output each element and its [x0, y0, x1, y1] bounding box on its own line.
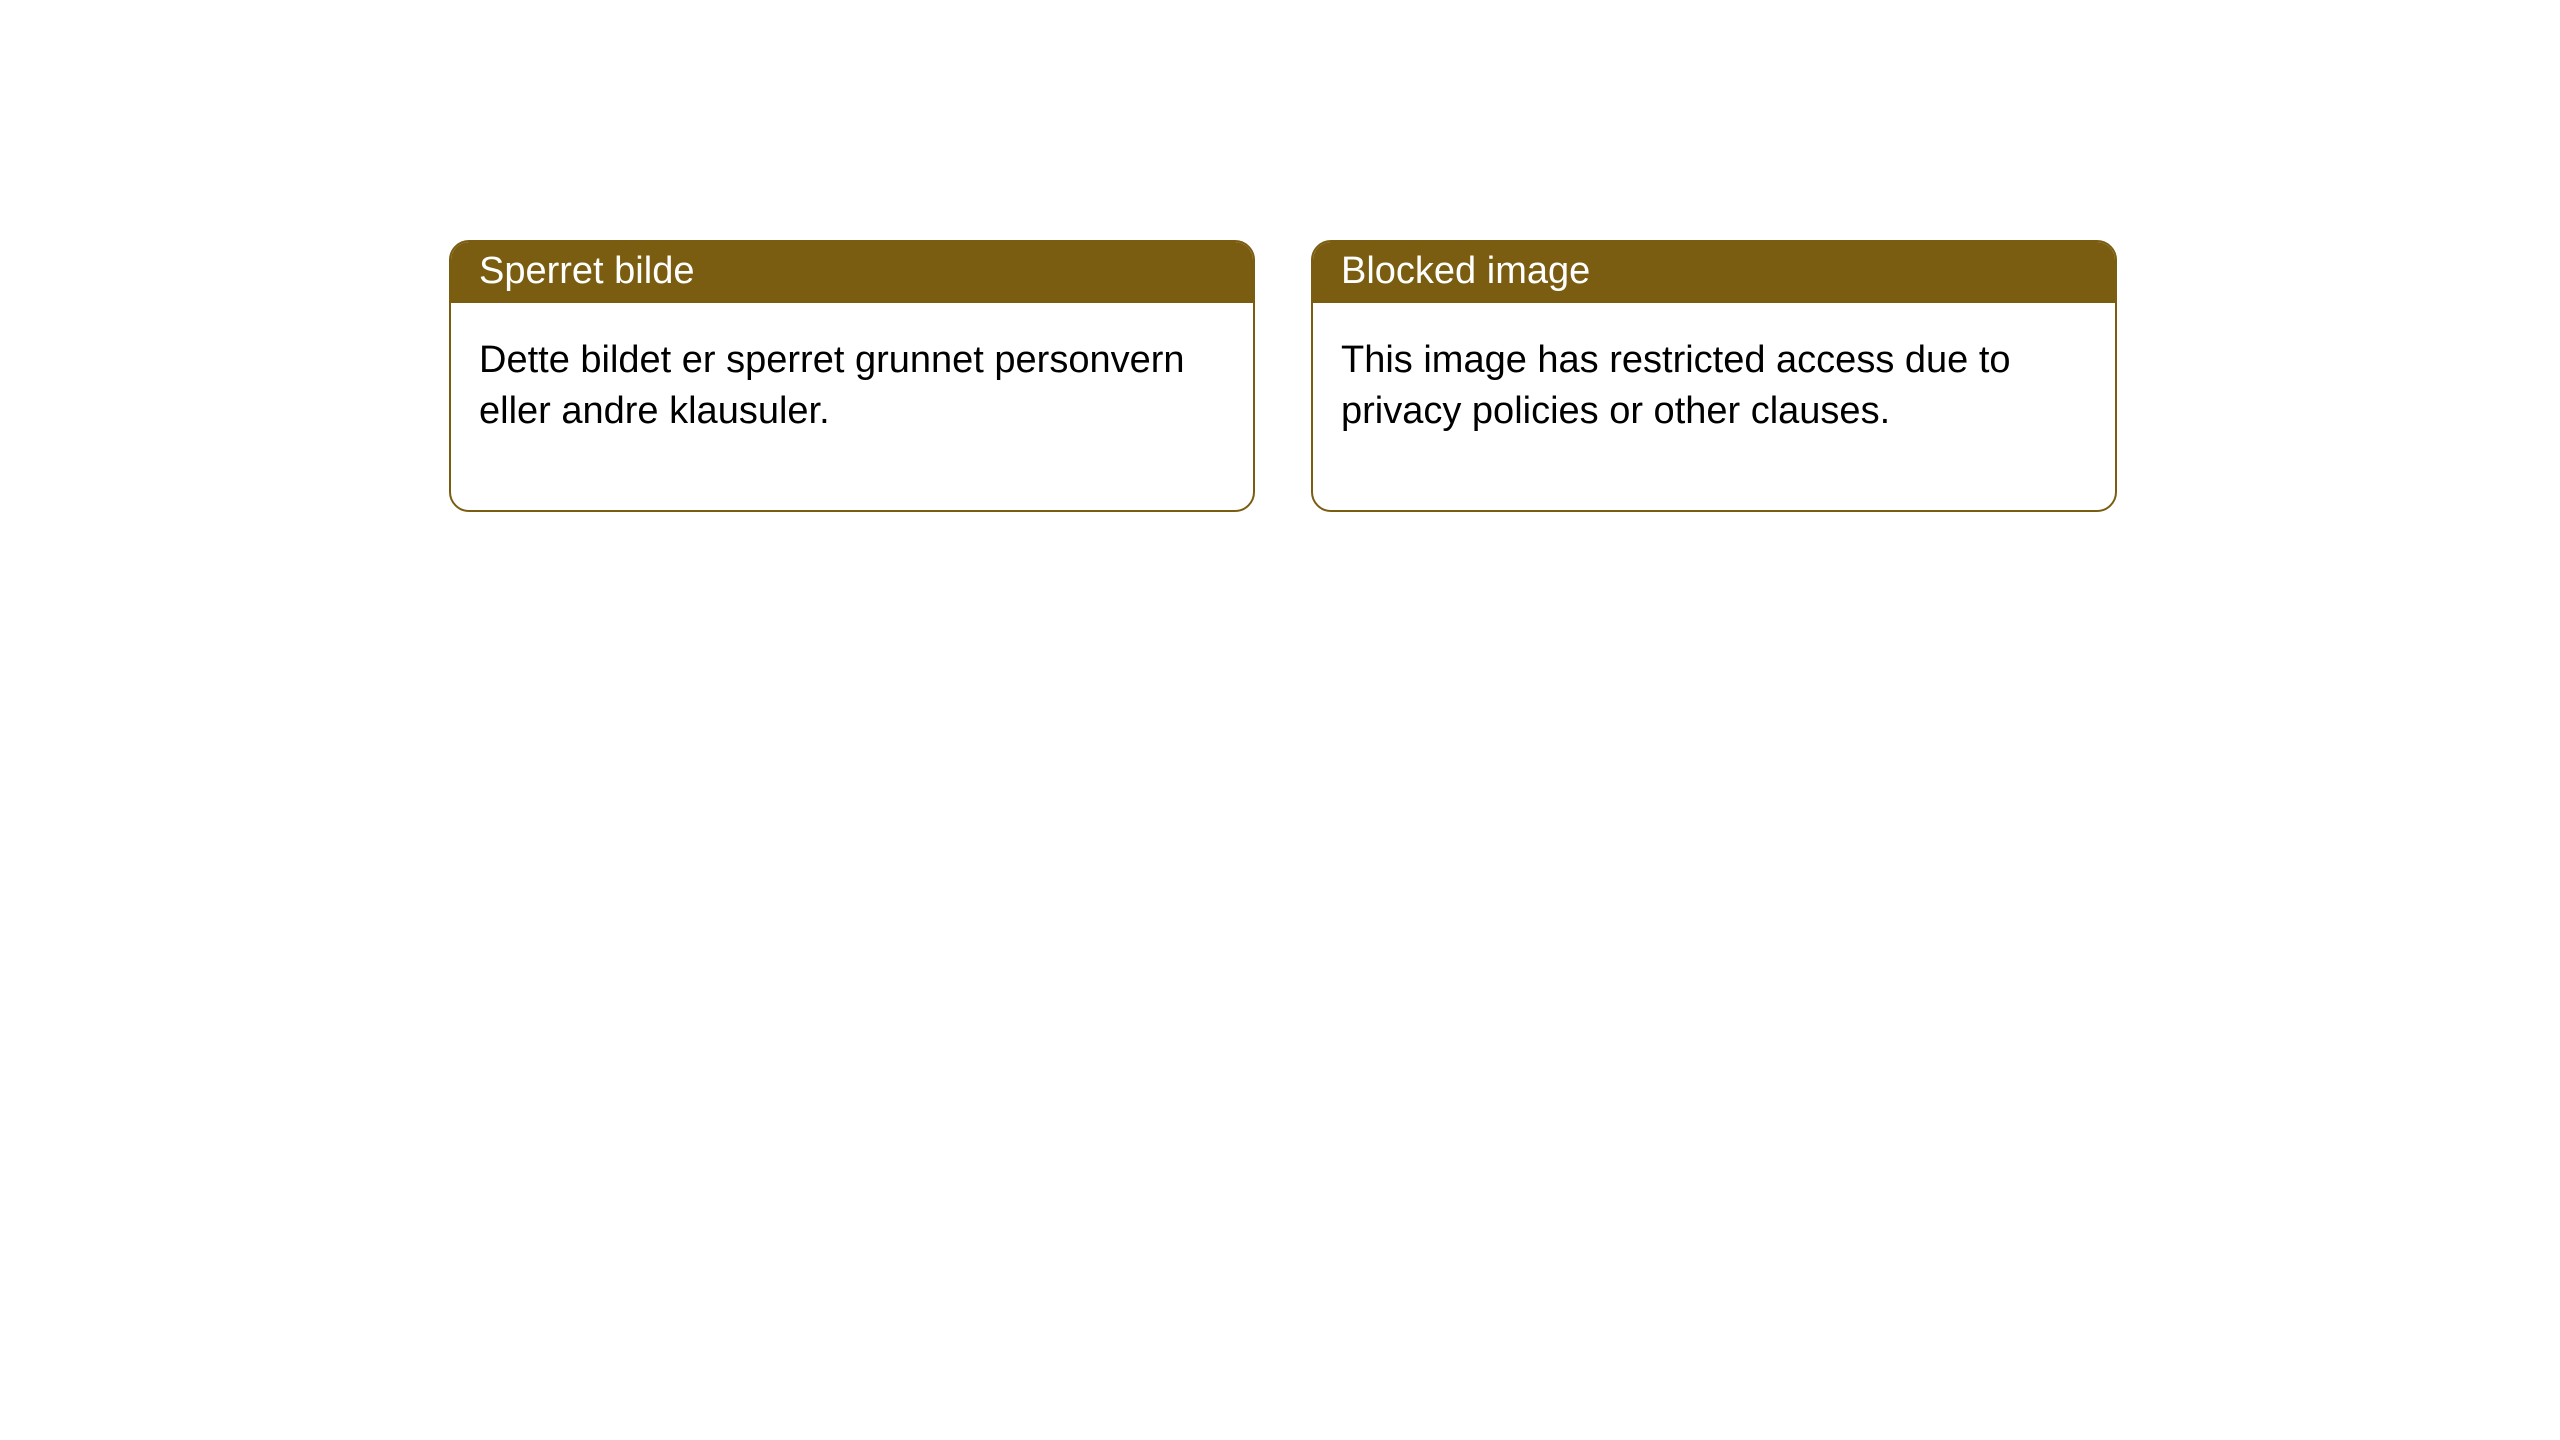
notice-container: Sperret bilde Dette bildet er sperret gr…: [0, 0, 2560, 512]
notice-card-english: Blocked image This image has restricted …: [1311, 240, 2117, 512]
notice-body: This image has restricted access due to …: [1313, 303, 2115, 510]
notice-card-norwegian: Sperret bilde Dette bildet er sperret gr…: [449, 240, 1255, 512]
notice-title: Blocked image: [1313, 242, 2115, 303]
notice-body: Dette bildet er sperret grunnet personve…: [451, 303, 1253, 510]
notice-title: Sperret bilde: [451, 242, 1253, 303]
